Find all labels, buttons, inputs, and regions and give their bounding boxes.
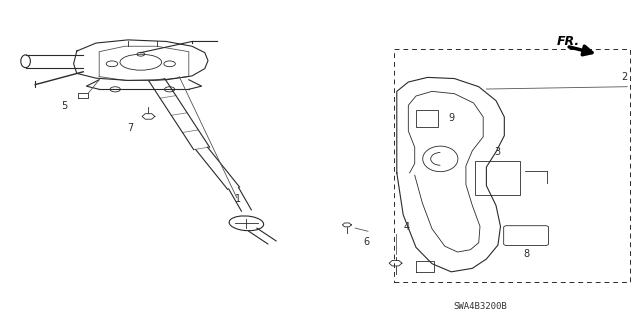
Text: SWA4B3200B: SWA4B3200B bbox=[453, 302, 507, 311]
Text: 8: 8 bbox=[523, 249, 529, 259]
Text: 3: 3 bbox=[494, 147, 500, 157]
Text: 1: 1 bbox=[235, 194, 241, 204]
Text: 6: 6 bbox=[364, 237, 370, 247]
Text: FR.: FR. bbox=[557, 35, 580, 48]
Text: 2: 2 bbox=[621, 72, 627, 82]
Text: 7: 7 bbox=[127, 123, 134, 133]
Text: 9: 9 bbox=[448, 113, 454, 123]
Text: 5: 5 bbox=[61, 101, 67, 111]
Bar bbox=[394, 49, 630, 282]
Text: 4: 4 bbox=[404, 222, 410, 232]
